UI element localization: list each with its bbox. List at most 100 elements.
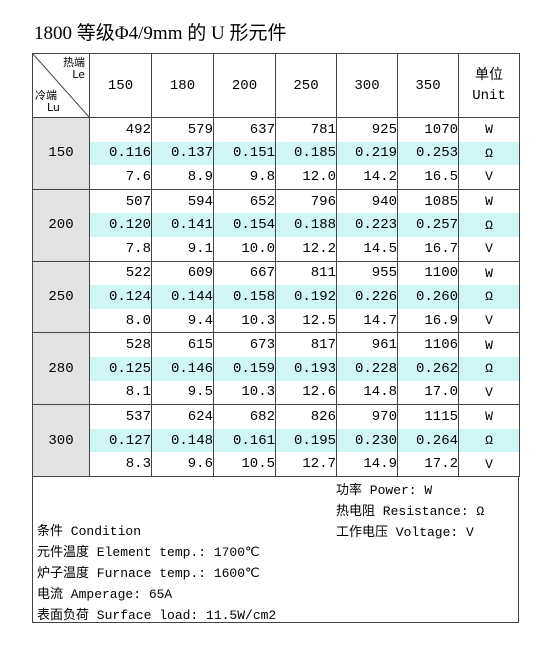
voltage-value: 16.7 bbox=[397, 236, 459, 262]
resistance-value: 0.188 bbox=[275, 213, 337, 237]
power-value: 1070 bbox=[397, 116, 459, 142]
resistance-row: 0.125 0.146 0.159 0.193 0.228 0.262 Ω bbox=[33, 356, 520, 381]
voltage-value: 10.5 bbox=[213, 452, 276, 477]
voltage-value: 14.8 bbox=[336, 380, 398, 406]
resistance-value: 0.257 bbox=[397, 213, 459, 237]
voltage-value: 12.6 bbox=[275, 380, 337, 406]
voltage-value: 9.8 bbox=[213, 165, 276, 190]
power-value: 492 bbox=[89, 116, 152, 142]
resistance-row: 0.116 0.137 0.151 0.185 0.219 0.253 Ω bbox=[33, 141, 520, 166]
resistance-value: 0.228 bbox=[336, 356, 398, 381]
resistance-value: 0.264 bbox=[397, 428, 459, 453]
power-value: 955 bbox=[336, 260, 398, 286]
legend-voltage: 工作电压 Voltage: V bbox=[336, 525, 474, 540]
voltage-value: 12.0 bbox=[275, 165, 337, 190]
voltage-value: 9.5 bbox=[151, 380, 214, 406]
resistance-value: 0.262 bbox=[397, 356, 459, 381]
power-value: 970 bbox=[336, 404, 398, 429]
voltage-row: 8.0 9.4 10.3 12.5 14.7 16.9 V bbox=[33, 308, 520, 334]
power-value: 826 bbox=[275, 404, 337, 429]
voltage-value: 14.5 bbox=[336, 236, 398, 262]
voltage-value: 9.1 bbox=[151, 236, 214, 262]
spec-table: 热端 Le 冷端 Lu 150 180 200 250 300 350 单位 U… bbox=[32, 53, 520, 477]
cold-end-label: 冷端 Lu bbox=[35, 90, 60, 114]
power-value: 522 bbox=[89, 260, 152, 286]
resistance-value: 0.141 bbox=[151, 213, 214, 237]
power-value: 1085 bbox=[397, 188, 459, 214]
legend-power: 功率 Power: W bbox=[336, 483, 433, 498]
resistance-value: 0.154 bbox=[213, 213, 276, 237]
voltage-value: 9.4 bbox=[151, 308, 214, 334]
unit-symbol: V bbox=[458, 452, 520, 477]
voltage-value: 7.6 bbox=[89, 165, 152, 190]
unit-symbol: V bbox=[458, 380, 520, 406]
voltage-value: 8.0 bbox=[89, 308, 152, 334]
unit-header-cn: 单位 bbox=[475, 67, 503, 84]
resistance-value: 0.116 bbox=[89, 141, 152, 166]
power-value: 1106 bbox=[397, 332, 459, 357]
voltage-value: 12.5 bbox=[275, 308, 337, 334]
power-value: 961 bbox=[336, 332, 398, 357]
resistance-row: 0.124 0.144 0.158 0.192 0.226 0.260 Ω bbox=[33, 285, 520, 309]
power-value: 925 bbox=[336, 116, 398, 142]
corner-cell: 热端 Le 冷端 Lu bbox=[32, 53, 90, 118]
power-value: 673 bbox=[213, 332, 276, 357]
resistance-value: 0.137 bbox=[151, 141, 214, 166]
voltage-value: 8.3 bbox=[89, 452, 152, 477]
voltage-value: 10.3 bbox=[213, 308, 276, 334]
resistance-value: 0.192 bbox=[275, 285, 337, 309]
resistance-value: 0.226 bbox=[336, 285, 398, 309]
resistance-value: 0.230 bbox=[336, 428, 398, 453]
power-value: 652 bbox=[213, 188, 276, 214]
condition-furnace-temp: 炉子温度 Furnace temp.: 1600℃ bbox=[37, 566, 260, 581]
voltage-value: 10.3 bbox=[213, 380, 276, 406]
hot-end-en: Le bbox=[72, 68, 85, 81]
cold-end-length-label: 150 bbox=[32, 117, 90, 190]
power-row: 280 528 615 673 817 961 1106 W bbox=[32, 332, 520, 406]
cold-end-length-label: 280 bbox=[32, 332, 90, 406]
voltage-row: 7.6 8.9 9.8 12.0 14.2 16.5 V bbox=[33, 165, 520, 190]
unit-symbol: V bbox=[458, 236, 520, 262]
cold-end-length-label: 300 bbox=[32, 404, 90, 477]
cold-end-cn: 冷端 bbox=[35, 89, 57, 102]
condition-surface-load: 表面负荷 Surface load: 11.5W/cm2 bbox=[37, 608, 277, 623]
voltage-value: 17.2 bbox=[397, 452, 459, 477]
voltage-row: 7.8 9.1 10.0 12.2 14.5 16.7 V bbox=[33, 236, 520, 262]
unit-symbol: W bbox=[458, 188, 520, 214]
voltage-value: 12.2 bbox=[275, 236, 337, 262]
resistance-value: 0.148 bbox=[151, 428, 214, 453]
power-value: 682 bbox=[213, 404, 276, 429]
column-header: 180 bbox=[151, 53, 214, 118]
voltage-value: 12.7 bbox=[275, 452, 337, 477]
corner-diagonal bbox=[33, 54, 89, 117]
power-value: 537 bbox=[89, 404, 152, 429]
power-value: 624 bbox=[151, 404, 214, 429]
power-row: 300 537 624 682 826 970 1115 W bbox=[32, 404, 520, 477]
unit-symbol: V bbox=[458, 308, 520, 334]
resistance-value: 0.185 bbox=[275, 141, 337, 166]
resistance-value: 0.195 bbox=[275, 428, 337, 453]
voltage-value: 8.9 bbox=[151, 165, 214, 190]
resistance-value: 0.127 bbox=[89, 428, 152, 453]
unit-column-header: 单位 Unit bbox=[458, 53, 520, 118]
resistance-value: 0.161 bbox=[213, 428, 276, 453]
conditions-block: 条件 Condition 元件温度 Element temp.: 1700℃ 炉… bbox=[37, 521, 276, 626]
cold-end-length-label: 200 bbox=[32, 188, 90, 262]
power-value: 1100 bbox=[397, 260, 459, 286]
notes-panel: 功率 Power: W 热电阻 Resistance: Ω 工作电压 Volta… bbox=[32, 476, 519, 623]
power-value: 615 bbox=[151, 332, 214, 357]
resistance-row: 0.120 0.141 0.154 0.188 0.223 0.257 Ω bbox=[33, 213, 520, 237]
resistance-value: 0.193 bbox=[275, 356, 337, 381]
voltage-value: 16.9 bbox=[397, 308, 459, 334]
power-row: 150 492 579 637 781 925 1070 W bbox=[32, 116, 520, 190]
voltage-value: 10.0 bbox=[213, 236, 276, 262]
resistance-value: 0.158 bbox=[213, 285, 276, 309]
resistance-row: 0.127 0.148 0.161 0.195 0.230 0.264 Ω bbox=[33, 428, 520, 453]
voltage-row: 8.3 9.6 10.5 12.7 14.9 17.2 V bbox=[33, 452, 520, 477]
voltage-value: 14.9 bbox=[336, 452, 398, 477]
power-value: 781 bbox=[275, 116, 337, 142]
header-row: 热端 Le 冷端 Lu 150 180 200 250 300 350 单位 U… bbox=[32, 53, 520, 118]
resistance-value: 0.219 bbox=[336, 141, 398, 166]
resistance-value: 0.120 bbox=[89, 213, 152, 237]
power-row: 250 522 609 667 811 955 1100 W bbox=[32, 260, 520, 334]
